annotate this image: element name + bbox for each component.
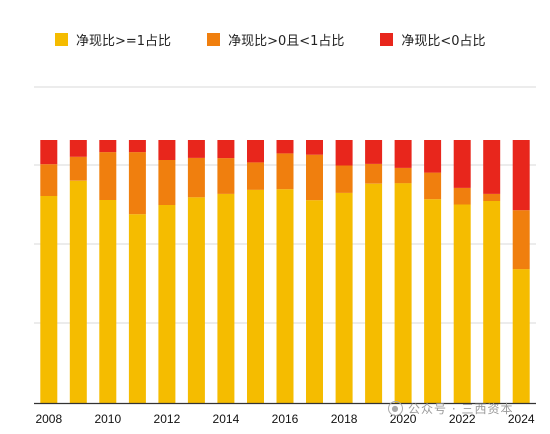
- bar-2015-series-0: [247, 189, 264, 403]
- x-tick-label-2012: 2012: [154, 412, 181, 426]
- bar-2013-series-1: [187, 157, 205, 198]
- bar-2020-series-2: [394, 140, 412, 168]
- bar-2010-series-2: [99, 140, 117, 153]
- bar-2016-series-1: [276, 153, 294, 190]
- bar-2013-series-2: [187, 140, 205, 158]
- wechat-icon: ●: [388, 401, 403, 416]
- bar-2019-series-2: [365, 140, 383, 164]
- x-tick-label-2024: 2024: [508, 412, 535, 426]
- chart-legend: 净现比>=1占比 净现比>0且<1占比 净现比<0占比: [55, 30, 486, 49]
- x-tick-label-2016: 2016: [272, 412, 299, 426]
- legend-item-between: 净现比>0且<1占比: [207, 30, 344, 49]
- watermark-text: 公众号 · 三西资本: [408, 402, 514, 416]
- bar-2017-series-0: [306, 200, 323, 403]
- watermark: ● 公众号 · 三西资本: [388, 400, 513, 417]
- legend-swatch-ge1: [55, 33, 68, 46]
- bar-2016-series-2: [276, 140, 294, 154]
- bar-2018-series-0: [335, 192, 353, 403]
- legend-item-ge1: 净现比>=1占比: [55, 30, 171, 49]
- x-tick-label-2008: 2008: [35, 412, 62, 426]
- bar-2020-series-1: [394, 167, 412, 184]
- x-tick-label-2022: 2022: [449, 412, 476, 426]
- bar-2008-series-1: [40, 164, 58, 196]
- bar-2008-series-2: [40, 140, 58, 165]
- bar-2017-series-1: [306, 154, 323, 201]
- bar-2022-series-1: [453, 187, 471, 205]
- x-tick-label-2014: 2014: [213, 412, 240, 426]
- bar-2021-series-2: [424, 140, 442, 173]
- bar-2015-series-2: [247, 140, 264, 163]
- bar-2021-series-1: [424, 172, 442, 200]
- bar-2020-series-0: [394, 183, 412, 403]
- bar-2024-series-1: [512, 210, 530, 270]
- legend-swatch-negative: [380, 33, 394, 46]
- bar-2014-series-2: [217, 140, 235, 159]
- bar-2015-series-1: [247, 162, 264, 190]
- bar-2018-series-2: [335, 140, 353, 166]
- bar-2022-series-2: [453, 140, 471, 188]
- bar-2013-series-0: [187, 197, 205, 403]
- bar-2014-series-0: [217, 193, 235, 403]
- x-tick-label-2010: 2010: [94, 412, 121, 426]
- x-tick-label-2018: 2018: [331, 412, 358, 426]
- bar-2011-series-2: [128, 140, 146, 153]
- bar-2023-series-1: [483, 193, 501, 201]
- legend-swatch-between: [207, 33, 221, 46]
- legend-item-negative: 净现比<0占比: [380, 30, 486, 49]
- bar-2009-series-2: [69, 140, 87, 157]
- bar-2014-series-1: [217, 158, 235, 194]
- legend-label-ge1: 净现比>=1占比: [76, 34, 172, 49]
- bar-2023-series-2: [483, 140, 501, 194]
- bar-2024-series-0: [512, 269, 530, 403]
- bar-2010-series-0: [99, 200, 117, 403]
- bar-2019-series-1: [365, 163, 383, 184]
- legend-label-negative: 净现比<0占比: [401, 34, 486, 49]
- bar-2011-series-0: [128, 214, 146, 403]
- legend-label-between: 净现比>0且<1占比: [228, 34, 345, 49]
- bar-2012-series-2: [158, 140, 176, 160]
- bar-2009-series-0: [69, 180, 87, 403]
- bar-2024-series-2: [512, 140, 530, 211]
- bar-2009-series-1: [69, 156, 87, 181]
- bar-2011-series-1: [128, 152, 146, 215]
- bar-2012-series-0: [158, 205, 176, 403]
- bar-2008-series-0: [40, 196, 58, 403]
- bar-2018-series-1: [335, 165, 353, 193]
- bar-2016-series-0: [276, 189, 294, 403]
- bar-2010-series-1: [99, 152, 117, 200]
- bar-2021-series-0: [424, 199, 442, 403]
- bar-2022-series-0: [453, 204, 471, 403]
- bar-2023-series-0: [483, 201, 501, 403]
- bar-2012-series-1: [158, 160, 176, 205]
- bar-2019-series-0: [365, 183, 383, 403]
- bar-2017-series-2: [306, 140, 323, 155]
